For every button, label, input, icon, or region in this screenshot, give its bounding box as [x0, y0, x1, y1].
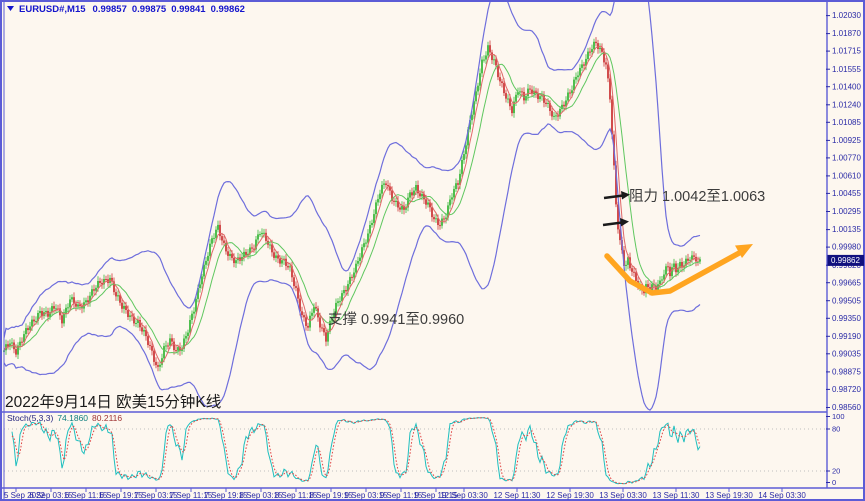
time-tick-label: 7 Sep 19:15	[204, 491, 248, 500]
title-close: 0.99862	[211, 4, 245, 15]
resistance-annotation: 阻力 1.0042至1.0063	[629, 188, 765, 205]
time-tick-label: 8 Sep 03:15	[239, 491, 283, 500]
svg-text:0.99862: 0.99862	[831, 256, 860, 265]
price-tick-label: 0.98560	[832, 403, 861, 412]
stoch-k-line	[11, 417, 701, 485]
time-tick-label: 12 Sep 19:30	[546, 491, 594, 500]
resistance-arrow-lower-icon	[602, 218, 629, 227]
time-tick-label: 7 Sep 03:15	[134, 491, 178, 500]
time-tick-label: 6 Sep 11:15	[65, 491, 108, 500]
stoch-label: Stoch(5,3,3) 74.1860 80.2116	[7, 413, 122, 423]
stoch-tick-label: 100	[832, 412, 845, 421]
time-tick-label: 9 Sep 03:15	[344, 491, 388, 500]
price-tick-label: 1.00135	[832, 225, 861, 234]
window-title: EURUSD#,M15 0.99857 0.99875 0.99841 0.99862	[7, 4, 245, 15]
title-symbol: EURUSD#,M15	[19, 4, 86, 15]
symbol-marker-icon[interactable]	[7, 6, 14, 11]
bollinger-band-lower	[3, 123, 701, 411]
stoch-tick-label: 0	[832, 478, 836, 487]
time-tick-label: 5 Sep 2022	[4, 491, 45, 500]
time-tick-label: 6 Sep 03:15	[29, 491, 73, 500]
stoch-d-value: 80.2116	[92, 413, 122, 423]
time-tick-label: 8 Sep 11:15	[275, 491, 318, 500]
price-tick-label: 1.00770	[832, 154, 861, 163]
price-axis[interactable]: 1.02030 1.01870 1.01715 1.01555 1.01400 1.012…	[826, 11, 864, 487]
current-price-badge: 0.99862	[827, 254, 864, 266]
price-tick-label: 0.99350	[832, 314, 861, 323]
price-tick-label: 1.00925	[832, 136, 861, 145]
time-tick-label: 13 Sep 11:30	[652, 491, 700, 500]
title-text: EURUSD#,M15 0.99857 0.99875 0.99841 0.99862	[19, 4, 245, 15]
price-tick-label: 1.01085	[832, 118, 861, 127]
price-tick-label: 0.99035	[832, 349, 861, 358]
time-tick-label: 7 Sep 11:15	[170, 491, 213, 500]
support-annotation: 支撑 0.9941至0.9960	[328, 311, 464, 328]
price-tick-label: 0.98875	[832, 368, 861, 377]
bollinger-band-upper	[3, 2, 701, 339]
date-caption: 2022年9月14日 欧美15分钟K线	[5, 393, 221, 411]
time-tick-label: 12 Sep 11:30	[493, 491, 541, 500]
price-tick-label: 1.01870	[832, 29, 861, 38]
title-open: 0.99857	[93, 4, 127, 15]
time-tick-label: 8 Sep 19:15	[309, 491, 353, 500]
ma-slow-line	[3, 52, 701, 354]
price-tick-label: 0.98720	[832, 385, 861, 394]
price-tick-label: 0.99665	[832, 278, 861, 287]
title-low: 0.99841	[171, 4, 206, 15]
time-tick-label: 14 Sep 03:30	[758, 491, 806, 500]
price-tick-label: 1.01240	[832, 100, 861, 109]
chart-plot-area[interactable]	[3, 0, 701, 411]
stoch-k-value: 74.1860	[57, 413, 88, 423]
stoch-tick-label: 80	[832, 425, 840, 434]
time-tick-label: 12 Sep 03:30	[440, 491, 488, 500]
price-tick-label: 1.01400	[832, 82, 861, 91]
trend-arrow-icon	[604, 244, 753, 296]
price-tick-label: 1.02030	[832, 11, 861, 20]
title-high: 0.99875	[132, 4, 167, 15]
time-tick-label: 6 Sep 19:15	[99, 491, 143, 500]
time-tick-label: 9 Sep 11:15	[380, 491, 423, 500]
price-tick-label: 0.99190	[832, 332, 861, 341]
price-tick-label: 0.99505	[832, 296, 861, 305]
price-tick-label: 0.99980	[832, 243, 861, 252]
price-tick-label: 1.01715	[832, 47, 861, 56]
stoch-pane[interactable]	[4, 417, 825, 485]
time-tick-label: 13 Sep 19:30	[705, 491, 753, 500]
time-tick-label: 9 Sep 19:15	[414, 491, 458, 500]
stoch-tick-label: 20	[832, 467, 840, 476]
price-tick-label: 1.00610	[832, 172, 861, 181]
resistance-arrow-upper-icon	[603, 191, 630, 200]
price-tick-label: 1.00295	[832, 207, 861, 216]
stoch-label-name: Stoch(5,3,3)	[7, 413, 53, 423]
time-tick-label: 13 Sep 03:30	[599, 491, 647, 500]
ma-fast-line	[3, 45, 701, 365]
price-tick-label: 1.01555	[832, 65, 861, 74]
price-tick-label: 1.00455	[832, 189, 861, 198]
